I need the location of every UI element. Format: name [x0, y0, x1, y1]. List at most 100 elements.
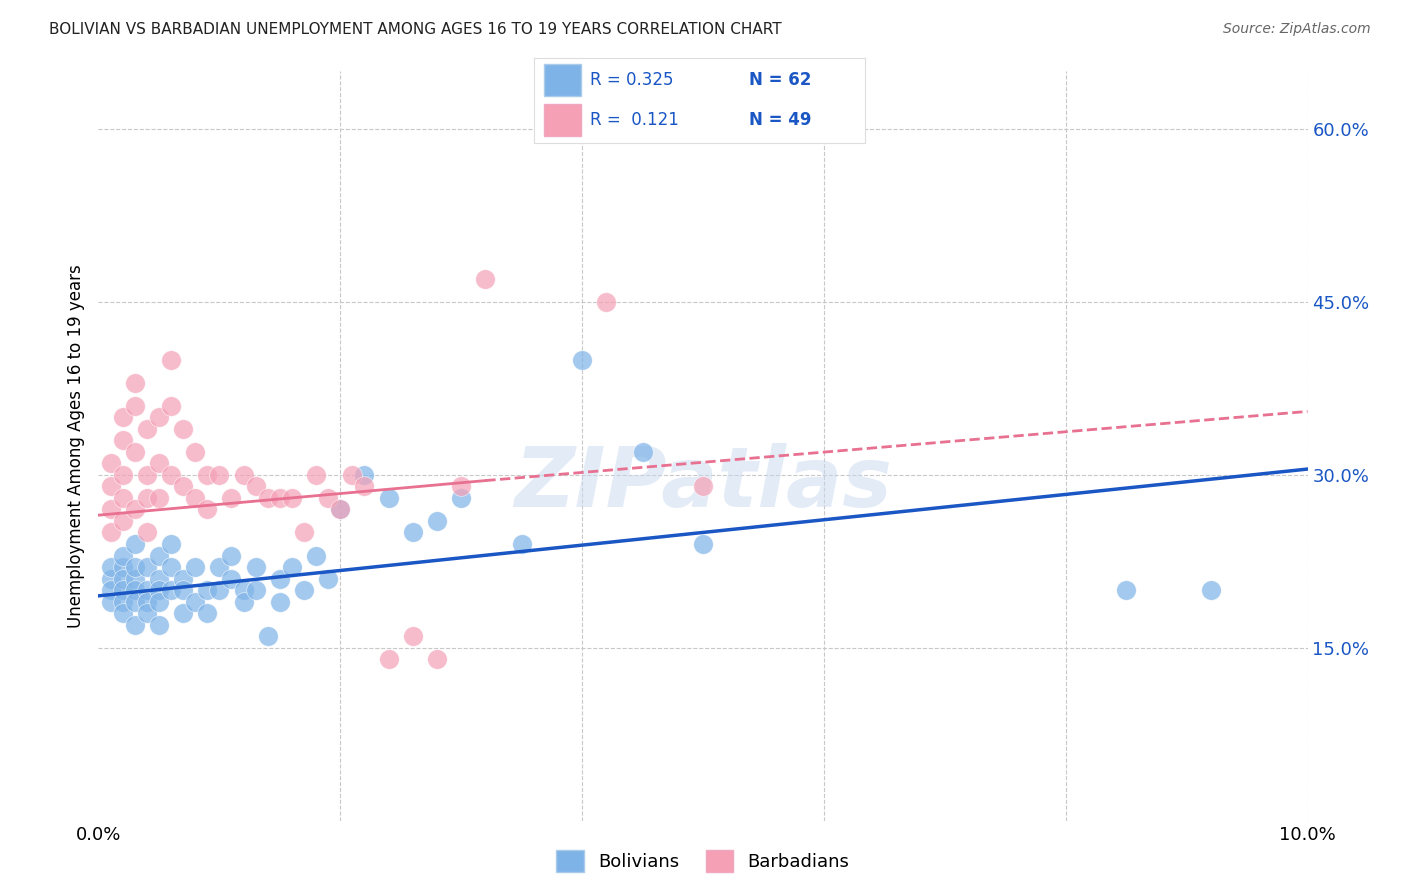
Bolivians — [111, 606, 134, 620]
Bolivians — [148, 549, 170, 563]
Barbadians — [402, 629, 425, 643]
Barbadians — [426, 652, 449, 666]
Barbadians — [450, 479, 472, 493]
Bolivians — [111, 583, 134, 598]
Bolivians — [402, 525, 425, 540]
Barbadians — [292, 525, 315, 540]
Barbadians — [160, 352, 183, 367]
Barbadians — [281, 491, 304, 505]
Barbadians — [148, 491, 170, 505]
Bolivians — [135, 606, 157, 620]
Legend: Bolivians, Barbadians: Bolivians, Barbadians — [550, 843, 856, 879]
Bolivians — [160, 537, 183, 551]
Bolivians — [377, 491, 399, 505]
Barbadians — [316, 491, 339, 505]
Barbadians — [124, 399, 146, 413]
Bolivians — [269, 572, 291, 586]
Barbadians — [329, 502, 352, 516]
Bolivians — [100, 572, 122, 586]
Bolivians — [124, 594, 146, 608]
Bolivians — [510, 537, 533, 551]
Bolivians — [111, 572, 134, 586]
Bolivians — [195, 606, 218, 620]
Barbadians — [124, 376, 146, 390]
Bolivians — [160, 583, 183, 598]
Barbadians — [172, 479, 194, 493]
Bolivians — [571, 352, 593, 367]
Bolivians — [184, 594, 207, 608]
Bolivians — [1199, 583, 1222, 598]
Bolivians — [135, 560, 157, 574]
Barbadians — [353, 479, 375, 493]
Text: R =  0.121: R = 0.121 — [591, 111, 679, 128]
Bolivians — [124, 537, 146, 551]
Bolivians — [135, 583, 157, 598]
Bolivians — [124, 572, 146, 586]
Barbadians — [474, 272, 496, 286]
Text: R = 0.325: R = 0.325 — [591, 71, 673, 89]
Barbadians — [111, 514, 134, 528]
Barbadians — [111, 410, 134, 425]
Barbadians — [148, 410, 170, 425]
Bolivians — [184, 560, 207, 574]
Bolivians — [305, 549, 328, 563]
Bolivians — [100, 594, 122, 608]
Bolivians — [450, 491, 472, 505]
Bolivians — [631, 444, 654, 458]
Barbadians — [100, 525, 122, 540]
Barbadians — [256, 491, 278, 505]
Bolivians — [232, 594, 254, 608]
Text: BOLIVIAN VS BARBADIAN UNEMPLOYMENT AMONG AGES 16 TO 19 YEARS CORRELATION CHART: BOLIVIAN VS BARBADIAN UNEMPLOYMENT AMONG… — [49, 22, 782, 37]
Barbadians — [124, 502, 146, 516]
Text: N = 49: N = 49 — [749, 111, 811, 128]
Barbadians — [305, 467, 328, 482]
Barbadians — [208, 467, 231, 482]
Text: ZIPatlas: ZIPatlas — [515, 443, 891, 524]
Bolivians — [281, 560, 304, 574]
Barbadians — [269, 491, 291, 505]
Barbadians — [124, 444, 146, 458]
Bolivians — [292, 583, 315, 598]
Barbadians — [160, 467, 183, 482]
Barbadians — [342, 467, 364, 482]
Bolivians — [245, 583, 267, 598]
Bolivians — [172, 572, 194, 586]
Barbadians — [111, 467, 134, 482]
Bolivians — [195, 583, 218, 598]
Bolivians — [256, 629, 278, 643]
Bolivians — [221, 549, 243, 563]
Bolivians — [124, 617, 146, 632]
Bolivians — [111, 594, 134, 608]
Barbadians — [232, 467, 254, 482]
Barbadians — [135, 422, 157, 436]
Bolivians — [172, 583, 194, 598]
Barbadians — [195, 467, 218, 482]
Bolivians — [111, 560, 134, 574]
Bolivians — [160, 560, 183, 574]
Bolivians — [148, 572, 170, 586]
Barbadians — [195, 502, 218, 516]
Bolivians — [135, 594, 157, 608]
Bolivians — [692, 537, 714, 551]
FancyBboxPatch shape — [544, 64, 581, 96]
Barbadians — [100, 456, 122, 470]
Barbadians — [135, 491, 157, 505]
Barbadians — [100, 479, 122, 493]
Barbadians — [148, 456, 170, 470]
Barbadians — [692, 479, 714, 493]
Bolivians — [208, 583, 231, 598]
Text: N = 62: N = 62 — [749, 71, 811, 89]
Bolivians — [353, 467, 375, 482]
Barbadians — [245, 479, 267, 493]
Barbadians — [160, 399, 183, 413]
Bolivians — [221, 572, 243, 586]
Bolivians — [269, 594, 291, 608]
Barbadians — [184, 491, 207, 505]
Barbadians — [135, 525, 157, 540]
Bolivians — [148, 583, 170, 598]
Barbadians — [135, 467, 157, 482]
Bolivians — [232, 583, 254, 598]
Barbadians — [377, 652, 399, 666]
Bolivians — [172, 606, 194, 620]
Barbadians — [111, 491, 134, 505]
